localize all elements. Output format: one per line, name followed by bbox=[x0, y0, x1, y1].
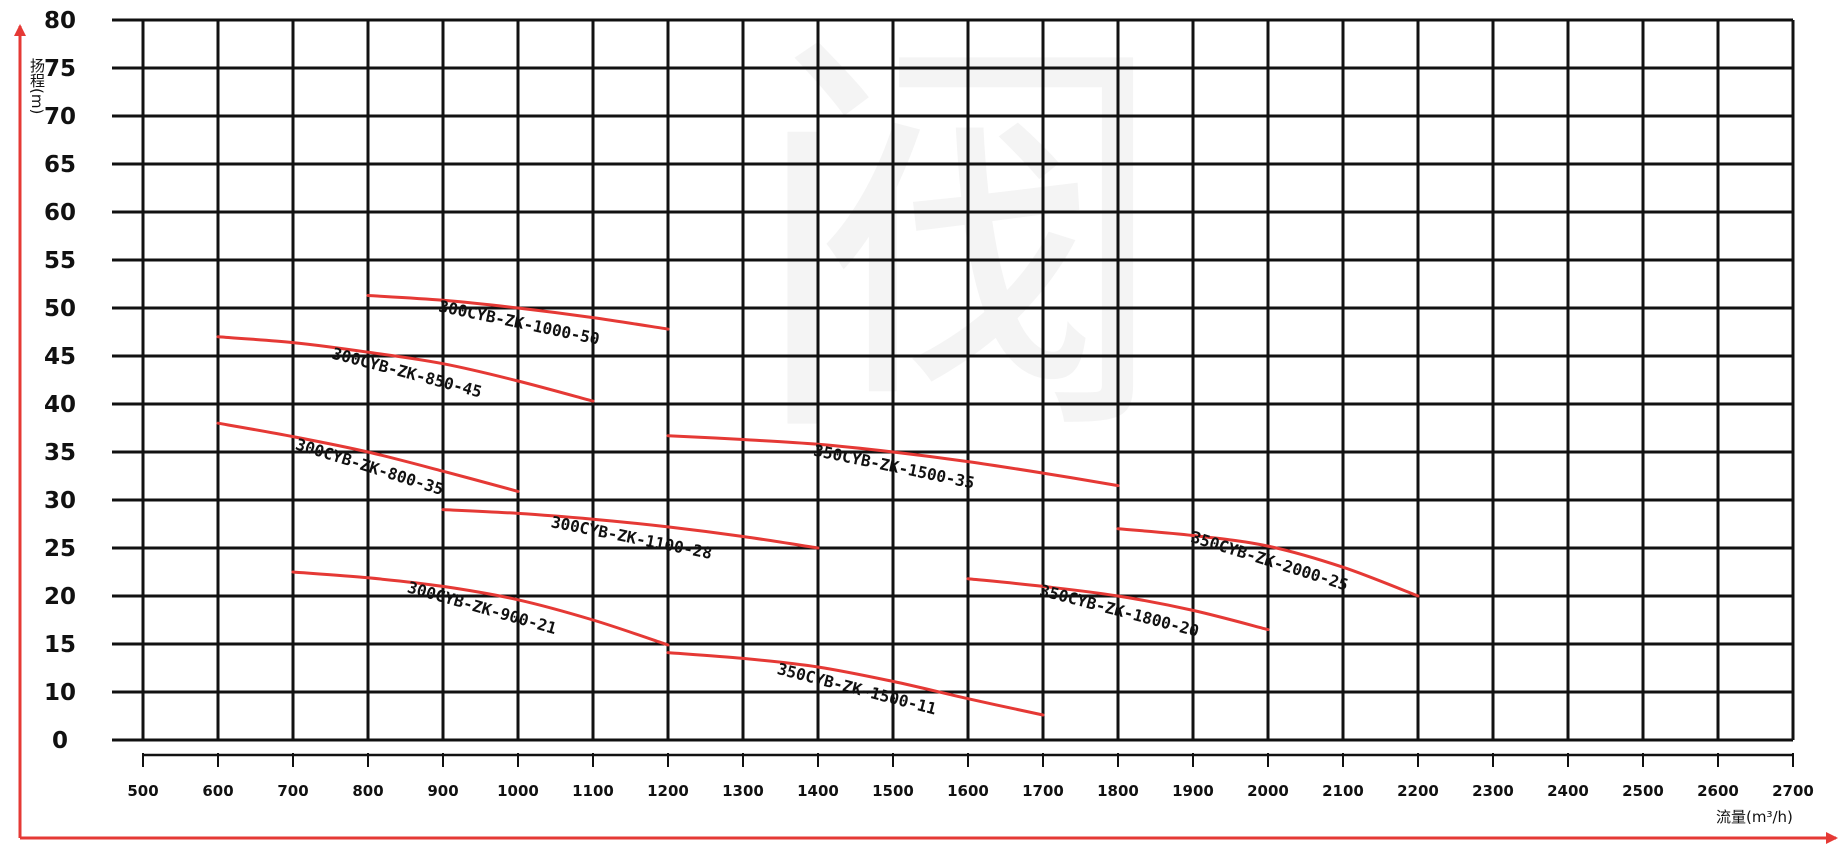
curve-label: 300CYB-ZK-850-45 bbox=[330, 344, 484, 402]
y-tick-label: 45 bbox=[44, 344, 76, 370]
x-tick-label: 900 bbox=[427, 782, 458, 800]
y-tick-label: 15 bbox=[44, 632, 76, 658]
x-tick-label: 2000 bbox=[1247, 782, 1289, 800]
pump-curve-300CYB-ZK-1000-50 bbox=[366, 294, 670, 331]
x-tick-label: 700 bbox=[277, 782, 308, 800]
x-tick-label: 2100 bbox=[1322, 782, 1364, 800]
x-tick-label: 1200 bbox=[647, 782, 689, 800]
y-tick-label: 10 bbox=[44, 680, 76, 706]
y-tick-label: 75 bbox=[44, 56, 76, 82]
pump-curve-350CYB-ZK-1800-20 bbox=[966, 577, 1270, 632]
pump-curve-300CYB-ZK-900-21 bbox=[291, 570, 670, 647]
x-tick-label: 1900 bbox=[1172, 782, 1214, 800]
x-tick-label: 1100 bbox=[572, 782, 614, 800]
x-tick-label: 2300 bbox=[1472, 782, 1514, 800]
y-tick-label: 40 bbox=[44, 392, 76, 418]
x-axis-title: 流量(m³/h) bbox=[1716, 808, 1793, 826]
y-tick-label: 60 bbox=[44, 200, 76, 226]
y-tick-label: 25 bbox=[44, 536, 76, 562]
x-tick-label: 2700 bbox=[1772, 782, 1814, 800]
pump-curves bbox=[216, 294, 1420, 717]
curve-label: 300CYB-ZK-900-21 bbox=[405, 578, 558, 638]
y-tick-label: 20 bbox=[44, 584, 76, 610]
pump-curve-350CYB-ZK-1500-11 bbox=[666, 651, 1045, 717]
y-tick-label: 70 bbox=[44, 104, 76, 130]
y-axis-title: 扬程(m) bbox=[28, 58, 46, 114]
x-tick-label: 2500 bbox=[1622, 782, 1664, 800]
y-tick-label: 55 bbox=[44, 248, 76, 274]
x-tick-label: 2200 bbox=[1397, 782, 1439, 800]
x-tick-label: 600 bbox=[202, 782, 233, 800]
x-tick-labels: 500 600 700 800 900 1000 1100 1200 1300 1400 1500 1… bbox=[127, 782, 1814, 800]
x-tick-label: 1400 bbox=[797, 782, 839, 800]
x-tick-label: 800 bbox=[352, 782, 383, 800]
pump-curve-300CYB-ZK-800-35 bbox=[216, 421, 520, 493]
x-tick-label: 1500 bbox=[872, 782, 914, 800]
curve-label: 350CYB-ZK-1500-11 bbox=[775, 659, 938, 718]
y-tick-labels: 0 10 15 20 25 30 35 40 45 50 55 60 65 70 75 80 bbox=[44, 8, 76, 754]
x-tick-label: 1300 bbox=[722, 782, 764, 800]
pump-curve-300CYB-ZK-850-45 bbox=[216, 335, 595, 403]
x-tick-label: 1000 bbox=[497, 782, 539, 800]
y-tick-label: 0 bbox=[52, 728, 68, 754]
curve-label: 300CYB-ZK-1100-28 bbox=[549, 512, 713, 563]
watermark-glyph: 阀 bbox=[750, 1, 1170, 490]
y-tick-label: 35 bbox=[44, 440, 76, 466]
x-tick-label: 1800 bbox=[1097, 782, 1139, 800]
y-tick-label: 65 bbox=[44, 152, 76, 178]
y-tick-label: 30 bbox=[44, 488, 76, 514]
x-tick-label: 1600 bbox=[947, 782, 989, 800]
x-tick-label: 2600 bbox=[1697, 782, 1739, 800]
pump-curve-300CYB-ZK-1100-28 bbox=[441, 508, 820, 550]
y-tick-label: 50 bbox=[44, 296, 76, 322]
x-tick-label: 500 bbox=[127, 782, 158, 800]
x-tick-label: 2400 bbox=[1547, 782, 1589, 800]
y-tick-label: 80 bbox=[44, 8, 76, 34]
pump-curve-350CYB-ZK-1500-35 bbox=[666, 434, 1120, 488]
pump-curve-350CYB-ZK-2000-25 bbox=[1116, 527, 1420, 598]
x-tick-label: 1700 bbox=[1022, 782, 1064, 800]
